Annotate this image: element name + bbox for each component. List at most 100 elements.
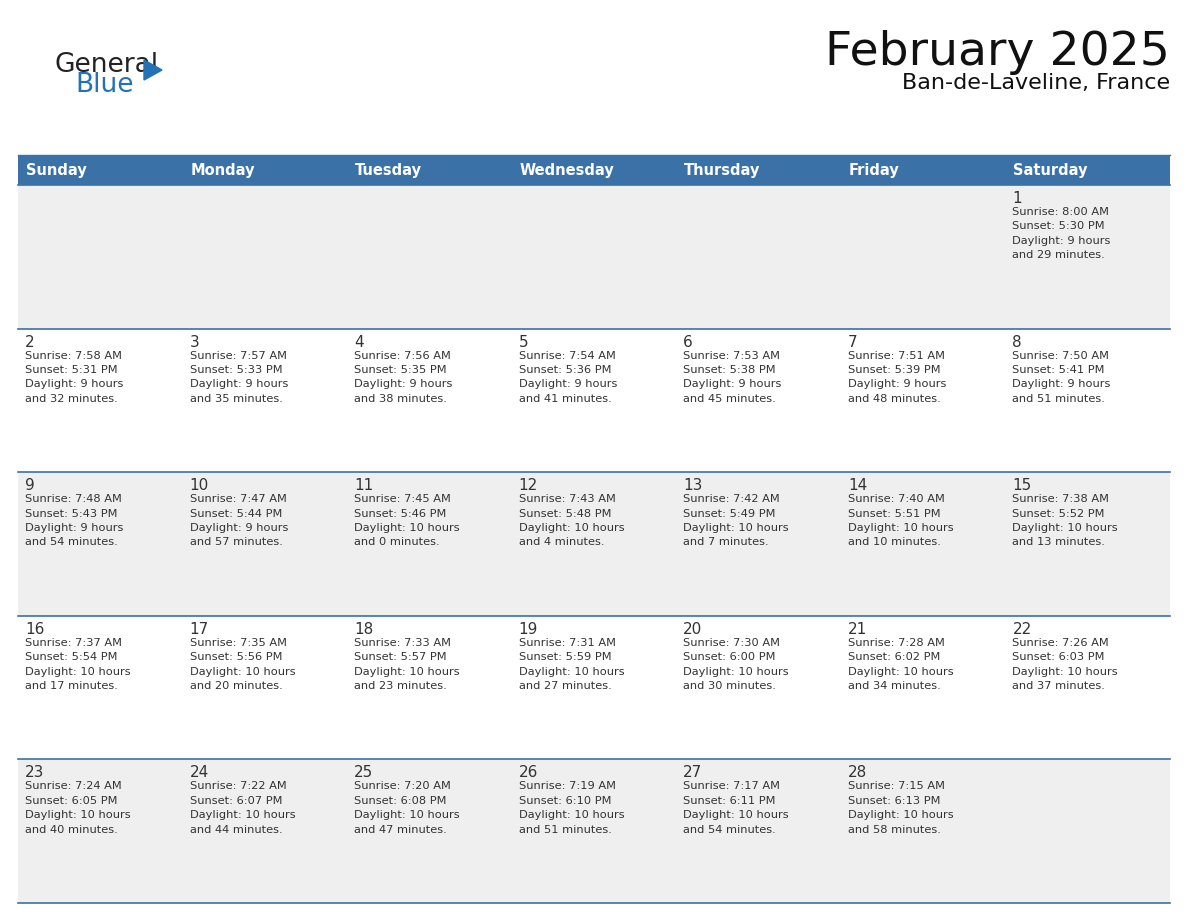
Text: 18: 18 [354, 621, 373, 637]
Text: 27: 27 [683, 766, 702, 780]
Bar [512, 616, 676, 759]
Bar [347, 329, 512, 472]
Text: 25: 25 [354, 766, 373, 780]
Text: 9: 9 [25, 478, 34, 493]
Text: 20: 20 [683, 621, 702, 637]
Text: 10: 10 [190, 478, 209, 493]
Bar [347, 616, 512, 759]
Text: Sunrise: 7:43 AM
Sunset: 5:48 PM
Daylight: 10 hours
and 4 minutes.: Sunrise: 7:43 AM Sunset: 5:48 PM Dayligh… [519, 494, 625, 547]
Bar [676, 155, 841, 185]
Bar [18, 472, 183, 616]
Text: 4: 4 [354, 334, 364, 350]
Text: Wednesday: Wednesday [519, 162, 614, 177]
Text: 1: 1 [1012, 191, 1022, 206]
Bar [512, 185, 676, 329]
Bar [512, 155, 676, 185]
Bar [347, 759, 512, 903]
Bar [1005, 472, 1170, 616]
Text: Sunrise: 7:54 AM
Sunset: 5:36 PM
Daylight: 9 hours
and 41 minutes.: Sunrise: 7:54 AM Sunset: 5:36 PM Dayligh… [519, 351, 617, 404]
Text: Blue: Blue [75, 72, 133, 98]
Text: Ban-de-Laveline, France: Ban-de-Laveline, France [902, 73, 1170, 93]
Text: General: General [55, 52, 159, 78]
Text: 14: 14 [848, 478, 867, 493]
Bar [841, 185, 1005, 329]
Text: 22: 22 [1012, 621, 1031, 637]
Bar [841, 472, 1005, 616]
Text: 6: 6 [683, 334, 693, 350]
Text: Sunrise: 7:15 AM
Sunset: 6:13 PM
Daylight: 10 hours
and 58 minutes.: Sunrise: 7:15 AM Sunset: 6:13 PM Dayligh… [848, 781, 954, 834]
Text: Sunrise: 7:47 AM
Sunset: 5:44 PM
Daylight: 9 hours
and 57 minutes.: Sunrise: 7:47 AM Sunset: 5:44 PM Dayligh… [190, 494, 287, 547]
Text: 3: 3 [190, 334, 200, 350]
Text: Sunrise: 7:50 AM
Sunset: 5:41 PM
Daylight: 9 hours
and 51 minutes.: Sunrise: 7:50 AM Sunset: 5:41 PM Dayligh… [1012, 351, 1111, 404]
Text: 2: 2 [25, 334, 34, 350]
Text: Sunrise: 7:38 AM
Sunset: 5:52 PM
Daylight: 10 hours
and 13 minutes.: Sunrise: 7:38 AM Sunset: 5:52 PM Dayligh… [1012, 494, 1118, 547]
Text: February 2025: February 2025 [826, 30, 1170, 75]
Text: Sunrise: 7:26 AM
Sunset: 6:03 PM
Daylight: 10 hours
and 37 minutes.: Sunrise: 7:26 AM Sunset: 6:03 PM Dayligh… [1012, 638, 1118, 691]
Bar [183, 759, 347, 903]
Text: Sunrise: 7:17 AM
Sunset: 6:11 PM
Daylight: 10 hours
and 54 minutes.: Sunrise: 7:17 AM Sunset: 6:11 PM Dayligh… [683, 781, 789, 834]
Bar [18, 759, 183, 903]
Text: Sunrise: 7:28 AM
Sunset: 6:02 PM
Daylight: 10 hours
and 34 minutes.: Sunrise: 7:28 AM Sunset: 6:02 PM Dayligh… [848, 638, 954, 691]
Bar [1005, 185, 1170, 329]
Bar [676, 616, 841, 759]
Polygon shape [144, 60, 162, 80]
Bar [183, 185, 347, 329]
Bar [1005, 329, 1170, 472]
Text: Sunrise: 7:48 AM
Sunset: 5:43 PM
Daylight: 9 hours
and 54 minutes.: Sunrise: 7:48 AM Sunset: 5:43 PM Dayligh… [25, 494, 124, 547]
Bar [512, 329, 676, 472]
Text: 5: 5 [519, 334, 529, 350]
Text: 17: 17 [190, 621, 209, 637]
Text: 11: 11 [354, 478, 373, 493]
Text: Sunrise: 7:31 AM
Sunset: 5:59 PM
Daylight: 10 hours
and 27 minutes.: Sunrise: 7:31 AM Sunset: 5:59 PM Dayligh… [519, 638, 625, 691]
Text: Thursday: Thursday [684, 162, 760, 177]
Text: Sunrise: 7:40 AM
Sunset: 5:51 PM
Daylight: 10 hours
and 10 minutes.: Sunrise: 7:40 AM Sunset: 5:51 PM Dayligh… [848, 494, 954, 547]
Text: 13: 13 [683, 478, 702, 493]
Text: Sunrise: 7:37 AM
Sunset: 5:54 PM
Daylight: 10 hours
and 17 minutes.: Sunrise: 7:37 AM Sunset: 5:54 PM Dayligh… [25, 638, 131, 691]
Bar [18, 155, 183, 185]
Text: 8: 8 [1012, 334, 1022, 350]
Text: Sunrise: 7:22 AM
Sunset: 6:07 PM
Daylight: 10 hours
and 44 minutes.: Sunrise: 7:22 AM Sunset: 6:07 PM Dayligh… [190, 781, 295, 834]
Bar [18, 185, 183, 329]
Bar [512, 759, 676, 903]
Text: Sunrise: 7:53 AM
Sunset: 5:38 PM
Daylight: 9 hours
and 45 minutes.: Sunrise: 7:53 AM Sunset: 5:38 PM Dayligh… [683, 351, 782, 404]
Text: Sunday: Sunday [26, 162, 87, 177]
Text: Sunrise: 7:45 AM
Sunset: 5:46 PM
Daylight: 10 hours
and 0 minutes.: Sunrise: 7:45 AM Sunset: 5:46 PM Dayligh… [354, 494, 460, 547]
Bar [676, 329, 841, 472]
Bar [183, 472, 347, 616]
Text: 19: 19 [519, 621, 538, 637]
Text: 12: 12 [519, 478, 538, 493]
Bar [1005, 155, 1170, 185]
Text: Friday: Friday [849, 162, 899, 177]
Text: 24: 24 [190, 766, 209, 780]
Bar [841, 616, 1005, 759]
Text: Sunrise: 7:19 AM
Sunset: 6:10 PM
Daylight: 10 hours
and 51 minutes.: Sunrise: 7:19 AM Sunset: 6:10 PM Dayligh… [519, 781, 625, 834]
Text: Sunrise: 7:56 AM
Sunset: 5:35 PM
Daylight: 9 hours
and 38 minutes.: Sunrise: 7:56 AM Sunset: 5:35 PM Dayligh… [354, 351, 453, 404]
Text: Sunrise: 7:33 AM
Sunset: 5:57 PM
Daylight: 10 hours
and 23 minutes.: Sunrise: 7:33 AM Sunset: 5:57 PM Dayligh… [354, 638, 460, 691]
Text: 15: 15 [1012, 478, 1031, 493]
Bar [676, 185, 841, 329]
Text: Sunrise: 8:00 AM
Sunset: 5:30 PM
Daylight: 9 hours
and 29 minutes.: Sunrise: 8:00 AM Sunset: 5:30 PM Dayligh… [1012, 207, 1111, 260]
Bar [841, 155, 1005, 185]
Text: Saturday: Saturday [1013, 162, 1088, 177]
Text: Sunrise: 7:24 AM
Sunset: 6:05 PM
Daylight: 10 hours
and 40 minutes.: Sunrise: 7:24 AM Sunset: 6:05 PM Dayligh… [25, 781, 131, 834]
Text: Sunrise: 7:42 AM
Sunset: 5:49 PM
Daylight: 10 hours
and 7 minutes.: Sunrise: 7:42 AM Sunset: 5:49 PM Dayligh… [683, 494, 789, 547]
Bar [183, 155, 347, 185]
Text: 23: 23 [25, 766, 44, 780]
Bar [18, 329, 183, 472]
Text: Monday: Monday [190, 162, 255, 177]
Text: 21: 21 [848, 621, 867, 637]
Text: 16: 16 [25, 621, 44, 637]
Bar [676, 472, 841, 616]
Text: 7: 7 [848, 334, 858, 350]
Bar [841, 329, 1005, 472]
Bar [347, 472, 512, 616]
Text: Sunrise: 7:58 AM
Sunset: 5:31 PM
Daylight: 9 hours
and 32 minutes.: Sunrise: 7:58 AM Sunset: 5:31 PM Dayligh… [25, 351, 124, 404]
Text: Sunrise: 7:51 AM
Sunset: 5:39 PM
Daylight: 9 hours
and 48 minutes.: Sunrise: 7:51 AM Sunset: 5:39 PM Dayligh… [848, 351, 946, 404]
Text: 28: 28 [848, 766, 867, 780]
Text: Sunrise: 7:57 AM
Sunset: 5:33 PM
Daylight: 9 hours
and 35 minutes.: Sunrise: 7:57 AM Sunset: 5:33 PM Dayligh… [190, 351, 287, 404]
Bar [183, 616, 347, 759]
Bar [512, 472, 676, 616]
Bar [347, 155, 512, 185]
Text: Sunrise: 7:30 AM
Sunset: 6:00 PM
Daylight: 10 hours
and 30 minutes.: Sunrise: 7:30 AM Sunset: 6:00 PM Dayligh… [683, 638, 789, 691]
Bar [841, 759, 1005, 903]
